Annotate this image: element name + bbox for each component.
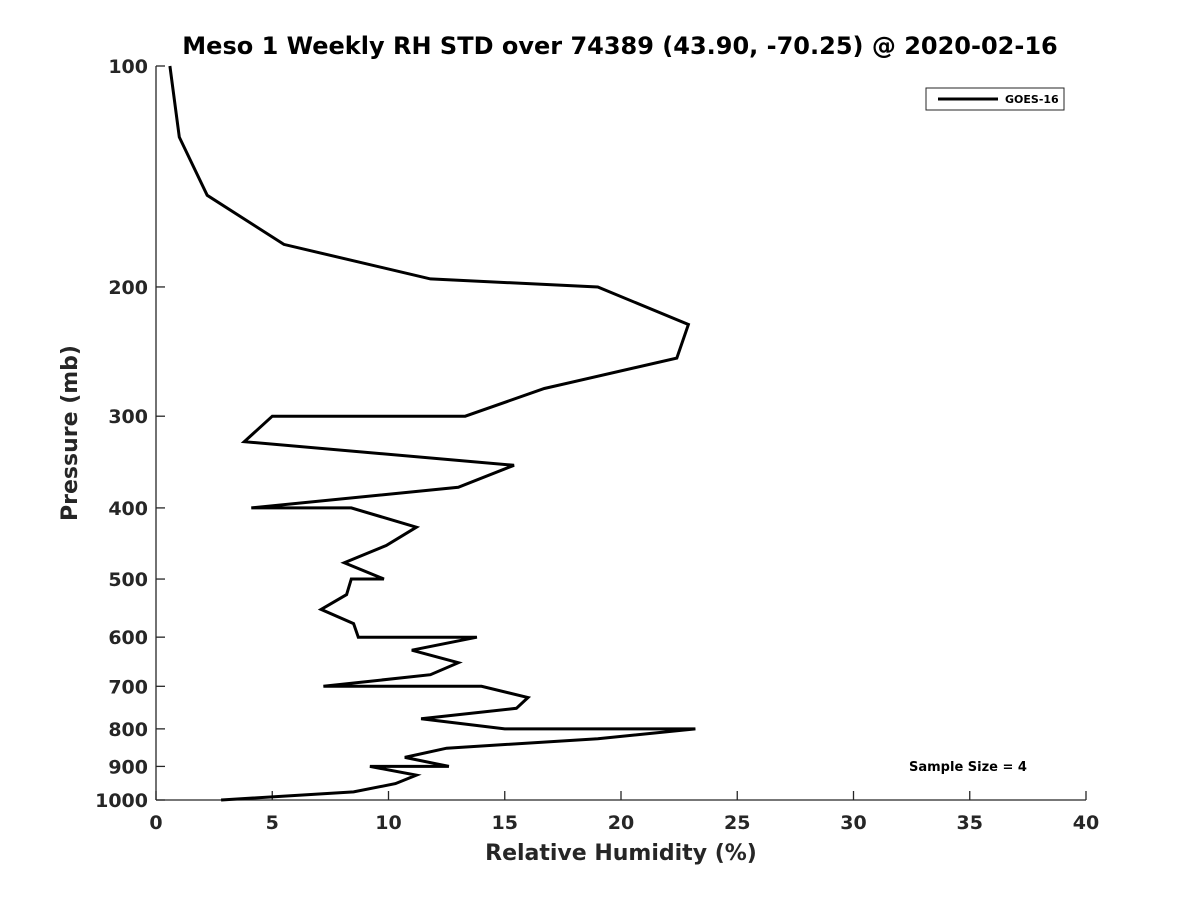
x-tick-label: 30: [840, 812, 866, 834]
legend-label: GOES-16: [1005, 93, 1059, 106]
x-ticks: 0 5 10 15 20 25 30 35 40: [149, 791, 1099, 834]
y-axis-label: Pressure (mb): [58, 345, 83, 521]
x-tick-label: 5: [266, 812, 279, 834]
x-tick-label: 10: [375, 812, 401, 834]
y-tick-label: 900: [108, 756, 148, 778]
x-tick-label: 40: [1073, 812, 1099, 834]
x-axis-label: Relative Humidity (%): [485, 841, 757, 866]
sample-size-annotation: Sample Size = 4: [909, 760, 1027, 775]
x-tick-label: 0: [149, 812, 162, 834]
y-ticks: 100 200 300 400 500 600 700 800 900 1000: [95, 56, 165, 812]
chart-title: Meso 1 Weekly RH STD over 74389 (43.90, …: [182, 32, 1057, 60]
x-tick-label: 15: [492, 812, 518, 834]
x-tick-label: 35: [957, 812, 983, 834]
legend: GOES-16: [925, 87, 1065, 111]
y-tick-label: 700: [108, 676, 148, 698]
series-line-goes-16: [168, 65, 696, 802]
x-tick-label: 25: [724, 812, 750, 834]
y-tick-label: 400: [108, 498, 148, 520]
y-tick-label: 100: [108, 56, 148, 78]
y-tick-label: 300: [108, 406, 148, 428]
y-tick-label: 600: [108, 627, 148, 649]
y-tick-label: 200: [108, 277, 148, 299]
x-tick-label: 20: [608, 812, 634, 834]
plot-area: [155, 66, 1086, 801]
y-tick-label: 500: [108, 569, 148, 591]
y-tick-label: 800: [108, 719, 148, 741]
y-tick-label: 1000: [95, 790, 148, 812]
